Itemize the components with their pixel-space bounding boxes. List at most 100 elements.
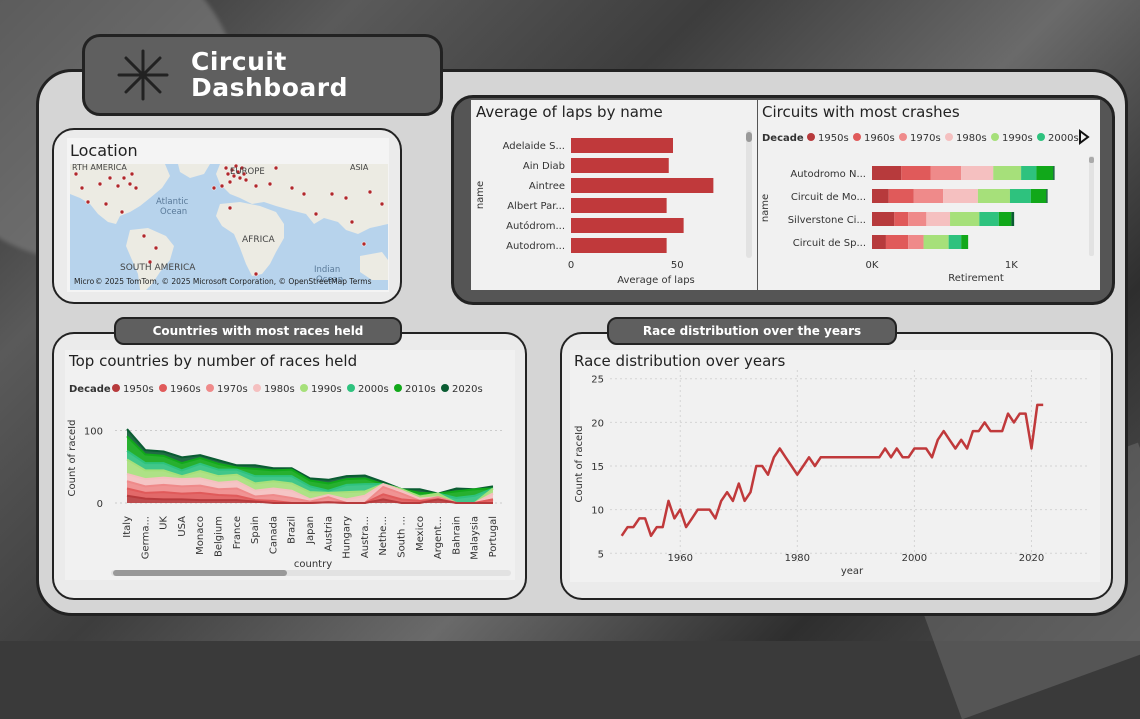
race-chart[interactable]: 5 10 15 20 25 1960 1980 2000 2020 year Count of ra… (570, 350, 1100, 582)
countries-x-tick: UK (159, 516, 170, 530)
countries-chart-title: Top countries by number of races held (69, 352, 358, 370)
crashes-bar-segment[interactable] (930, 166, 962, 180)
laps-scrollbar[interactable] (746, 130, 752, 258)
countries-chart[interactable]: Decade 1950s 1960s 1970s 1980s 1990s 2000s 2010… (65, 350, 515, 580)
greenland-shape (178, 164, 210, 178)
countries-x-tick: France (232, 516, 243, 549)
crashes-bar-segment[interactable] (977, 189, 1010, 203)
race-y-tick: 25 (591, 375, 604, 386)
laps-scroll-thumb[interactable] (746, 132, 752, 142)
crashes-bar-segment[interactable] (1046, 189, 1048, 203)
crashes-bar-segment[interactable] (961, 235, 969, 249)
crashes-scroll-thumb[interactable] (1089, 157, 1094, 163)
crashes-legend-swatch (991, 133, 999, 141)
crashes-bar-segment[interactable] (872, 166, 902, 180)
crashes-legend-label[interactable]: 1970s (910, 133, 941, 144)
crashes-legend-label[interactable]: 1980s (956, 133, 987, 144)
crashes-bar-segment[interactable] (948, 235, 962, 249)
crashes-bar-segment[interactable] (1021, 166, 1037, 180)
laps-bar[interactable] (571, 138, 673, 153)
countries-legend-swatch (347, 384, 355, 392)
laps-category-label: Autódrom... (506, 220, 565, 232)
laps-x-tick: 0 (568, 260, 574, 271)
legend-next-arrow-icon[interactable] (1079, 129, 1090, 145)
crashes-bar-segment[interactable] (1011, 212, 1015, 226)
countries-legend-label[interactable]: 2000s (358, 384, 389, 395)
crashes-category-label: Circuit de Mo... (791, 192, 866, 203)
crashes-chart-visual: Circuits with most crashes Decade 1950s 19… (758, 100, 1100, 290)
laps-bar[interactable] (571, 158, 669, 173)
countries-x-tick: Monaco (195, 516, 206, 555)
race-y-axis-title: Count of raceId (574, 426, 585, 503)
countries-scroll-thumb[interactable] (113, 570, 287, 576)
crashes-bar-segment[interactable] (993, 166, 1022, 180)
countries-legend-swatch (206, 384, 214, 392)
crashes-bar-segment[interactable] (913, 189, 944, 203)
crashes-bar-segment[interactable] (901, 166, 931, 180)
crashes-bar-segment[interactable] (872, 212, 895, 226)
countries-legend-label[interactable]: 1960s (170, 384, 201, 395)
laps-category-label: Adelaide S... (503, 141, 565, 152)
crashes-bar-segment[interactable] (885, 235, 909, 249)
map-credit[interactable]: © 2025 TomTom, © 2025 Microsoft Corporat… (95, 277, 372, 286)
crashes-bar-segment[interactable] (872, 235, 886, 249)
crashes-bar-segment[interactable] (923, 235, 949, 249)
race-series-line[interactable] (620, 403, 1044, 538)
countries-area-series[interactable] (127, 481, 493, 503)
crashes-scrollbar[interactable] (1089, 156, 1094, 256)
countries-legend-label[interactable]: 2020s (452, 384, 483, 395)
crashes-bar-segment[interactable] (908, 212, 927, 226)
countries-legend-title: Decade (69, 384, 111, 395)
crashes-legend-label[interactable]: 1960s (864, 133, 895, 144)
crashes-category-label: Silverstone Ci... (788, 215, 866, 226)
laps-bar[interactable] (571, 218, 684, 233)
laps-bar[interactable] (571, 198, 667, 213)
countries-area-series[interactable] (127, 459, 493, 504)
countries-legend-label[interactable]: 1990s (311, 384, 342, 395)
crashes-bar-segment[interactable] (1009, 189, 1031, 203)
crashes-bar-segment[interactable] (950, 212, 980, 226)
crashes-bar-segment[interactable] (888, 189, 914, 203)
crashes-y-axis-title: name (760, 194, 771, 222)
laps-bar[interactable] (571, 238, 667, 253)
race-y-tick: 15 (591, 462, 604, 473)
crashes-bar-segment[interactable] (943, 189, 978, 203)
crashes-bar-segment[interactable] (998, 212, 1012, 226)
circuit-markers (73, 164, 385, 277)
countries-legend-label[interactable]: 1970s (217, 384, 248, 395)
label-europe: EUROPE (230, 167, 265, 177)
crashes-legend-label[interactable]: 1990s (1002, 133, 1033, 144)
crashes-bar-segment[interactable] (872, 189, 889, 203)
crashes-legend-swatch (899, 133, 907, 141)
countries-area-series[interactable] (127, 495, 493, 503)
laps-chart[interactable]: Adelaide S... Ain Diab Aintree Albert Par..… (471, 100, 757, 290)
crashes-bar-segment[interactable] (1053, 166, 1055, 180)
world-map[interactable]: RTH AMERICA EUROPE ASIA Atlantic Ocean A… (70, 164, 388, 290)
race-chart-title: Race distribution over years (574, 352, 786, 370)
countries-legend-swatch (394, 384, 402, 392)
crashes-bar-segment[interactable] (1036, 166, 1054, 180)
crashes-legend-label[interactable]: 2000s (1048, 133, 1079, 144)
crashes-bar-segment[interactable] (894, 212, 909, 226)
countries-legend-label[interactable]: 1980s (264, 384, 295, 395)
crashes-legend-swatch (807, 133, 815, 141)
countries-y-axis-title: Count of raceId (67, 420, 78, 497)
race-x-tick: 1980 (785, 553, 810, 564)
crashes-chart[interactable]: Decade 1950s 1960s 1970s 1980s 1990s 2000s Auto… (758, 100, 1100, 290)
laps-bar[interactable] (571, 178, 714, 193)
label-africa: AFRICA (242, 235, 276, 245)
race-x-tick: 2000 (902, 553, 927, 564)
countries-legend-swatch (112, 384, 120, 392)
crashes-bar-segment[interactable] (908, 235, 924, 249)
crashes-legend-label[interactable]: 1950s (818, 133, 849, 144)
crashes-bar-segment[interactable] (979, 212, 999, 226)
crashes-bar-segment[interactable] (1030, 189, 1047, 203)
title-line-1: Circuit (191, 47, 287, 76)
crashes-bar-segment[interactable] (926, 212, 951, 226)
laps-x-tick: 50 (671, 260, 684, 271)
countries-legend-label[interactable]: 2010s (405, 384, 436, 395)
crashes-bar-segment[interactable] (961, 166, 994, 180)
countries-x-tick: Malaysia (470, 516, 481, 560)
laps-category-label: Ain Diab (523, 161, 565, 172)
countries-legend-label[interactable]: 1950s (123, 384, 154, 395)
